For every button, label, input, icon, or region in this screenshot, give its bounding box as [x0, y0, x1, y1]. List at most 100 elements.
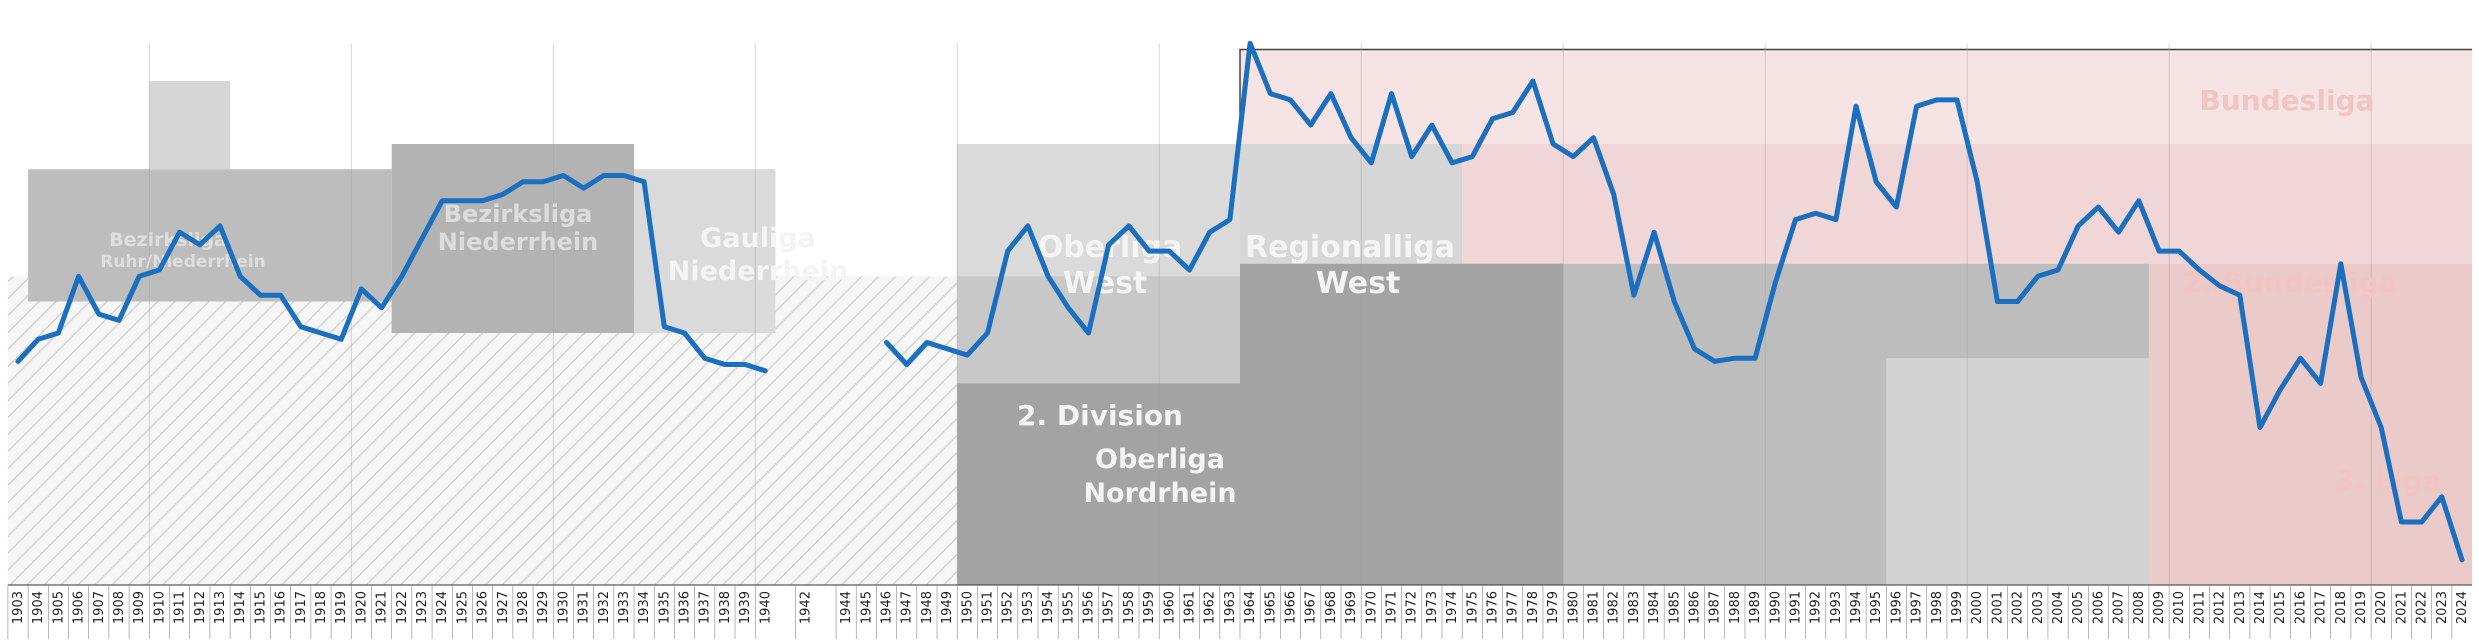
x-tick-label: 1960 [1162, 591, 1177, 624]
x-tick-label: 1990 [1768, 591, 1783, 624]
x-tick-label: 1942 [799, 591, 814, 624]
x-tick-label: 1997 [1910, 591, 1925, 624]
x-tick-label: 1989 [1748, 591, 1763, 624]
x-tick-label: 1904 [31, 591, 46, 624]
region-pink-bundesliga [1240, 49, 2473, 144]
x-tick-label: 2014 [2253, 591, 2268, 624]
x-tick-label: 1914 [233, 591, 248, 624]
x-tick-label: 1947 [900, 591, 915, 624]
x-tick-label: 1931 [577, 591, 592, 624]
x-tick-label: 1956 [1082, 591, 1097, 624]
x-tick-label: 1906 [72, 591, 87, 624]
x-tick-label: 1909 [132, 591, 147, 624]
x-tick-label: 1979 [1546, 591, 1561, 624]
x-tick-label: 1945 [859, 591, 874, 624]
x-tick-label: 1948 [920, 591, 935, 624]
league-label: Niederrhein [438, 228, 598, 256]
x-tick-label: 1977 [1506, 591, 1521, 624]
region-bezirksliga-niederrhein [391, 144, 635, 333]
x-tick-label: 1954 [1041, 591, 1056, 624]
x-tick-label: 2001 [1990, 591, 2005, 624]
position-line [15, 40, 2465, 563]
x-tick-label: 1983 [1627, 591, 1642, 624]
x-tick-label: 1908 [112, 591, 127, 624]
x-tick-label: 1991 [1788, 591, 1803, 624]
x-tick-label: 1984 [1647, 591, 1662, 624]
league-label: West [1316, 266, 1401, 301]
x-tick-label: 2015 [2273, 591, 2288, 624]
x-tick-label: 1935 [657, 591, 672, 624]
x-tick-label: 1955 [1061, 591, 1076, 624]
x-tick-label: 1952 [1001, 591, 1016, 624]
series-line [15, 173, 768, 374]
x-tick-label: 1998 [1930, 591, 1945, 624]
x-tick-label: 1959 [1142, 591, 1157, 624]
x-tick-label: 1963 [1223, 591, 1238, 624]
x-tick-label: 2002 [2011, 591, 2026, 624]
league-label: Oberliga [1095, 444, 1225, 475]
x-tick-label: 1965 [1263, 591, 1278, 624]
x-tick-label: 1918 [314, 591, 329, 624]
region-gauliga [634, 169, 776, 333]
x-tick-label: 1992 [1809, 591, 1824, 624]
x-tick-label: 1911 [173, 591, 188, 624]
x-tick-label: 2006 [2091, 591, 2106, 624]
x-tick-label: 1919 [334, 591, 349, 624]
x-tick-label: 1927 [496, 591, 511, 624]
x-tick-label: 1917 [294, 591, 309, 624]
x-tick-label: 1926 [476, 591, 491, 624]
x-tick-label: 1969 [1344, 591, 1359, 624]
x-tick-label: 2012 [2213, 591, 2228, 624]
x-tick-label: 1994 [1849, 591, 1864, 624]
x-tick-label: 2000 [1970, 591, 1985, 624]
x-tick-label: 1946 [880, 591, 895, 624]
x-tick-label: 1962 [1203, 591, 1218, 624]
league-label: Bezirksliga [444, 200, 593, 228]
x-tick-label: 1913 [213, 591, 228, 624]
x-tick-label: 1974 [1445, 591, 1460, 624]
x-tick-label: 1968 [1324, 591, 1339, 624]
x-tick-label: 2003 [2031, 591, 2046, 624]
x-tick-label: 1961 [1183, 591, 1198, 624]
x-tick-label: 2023 [2435, 591, 2450, 624]
x-tick-label: 1950 [960, 591, 975, 624]
x-tick-label: 1916 [274, 591, 289, 624]
x-tick-label: 2017 [2314, 591, 2329, 624]
region-regionalliga-west [1240, 144, 1463, 264]
x-tick-label: 1924 [435, 591, 450, 624]
x-tick-label: 1940 [758, 591, 773, 624]
x-tick-label: 1999 [1950, 591, 1965, 624]
x-tick-label: 1964 [1243, 591, 1258, 624]
x-tick-label: 1939 [738, 591, 753, 624]
x-tick-label: 1944 [839, 591, 854, 624]
x-tick-label: 2019 [2354, 591, 2369, 624]
x-tick-label: 2016 [2293, 591, 2308, 624]
region-pink-3liga [2148, 263, 2473, 585]
x-tick-label: 1996 [1889, 591, 1904, 624]
league-label: Ruhr/Niederrhein [100, 252, 266, 272]
league-label: Regionalliga [1245, 230, 1455, 265]
league-label: Gauliga [700, 223, 816, 254]
x-tick-label: 1973 [1425, 591, 1440, 624]
x-tick-label: 1932 [597, 591, 612, 624]
x-tick-label: 1934 [637, 591, 652, 624]
x-tick-label: 2005 [2071, 591, 2086, 624]
x-tick-label: 1929 [536, 591, 551, 624]
region-bezirksliga-top [149, 81, 231, 170]
x-tick-label: 2004 [2051, 591, 2066, 624]
series-line [884, 40, 2465, 563]
x-tick-label: 2007 [2112, 591, 2127, 624]
x-tick-label: 1907 [92, 591, 107, 624]
x-tick-label: 2010 [2172, 591, 2187, 624]
x-tick-label: 1967 [1304, 591, 1319, 624]
x-tick-label: 1971 [1384, 591, 1399, 624]
x-tick-label: 1966 [1283, 591, 1298, 624]
league-label: Bezirksliga [109, 229, 227, 251]
x-tick-label: 1978 [1526, 591, 1541, 624]
x-tick-label: 1957 [1102, 591, 1117, 624]
x-tick-label: 1970 [1364, 591, 1379, 624]
x-tick-label: 1985 [1667, 591, 1682, 624]
x-tick-label: 1982 [1607, 591, 1622, 624]
